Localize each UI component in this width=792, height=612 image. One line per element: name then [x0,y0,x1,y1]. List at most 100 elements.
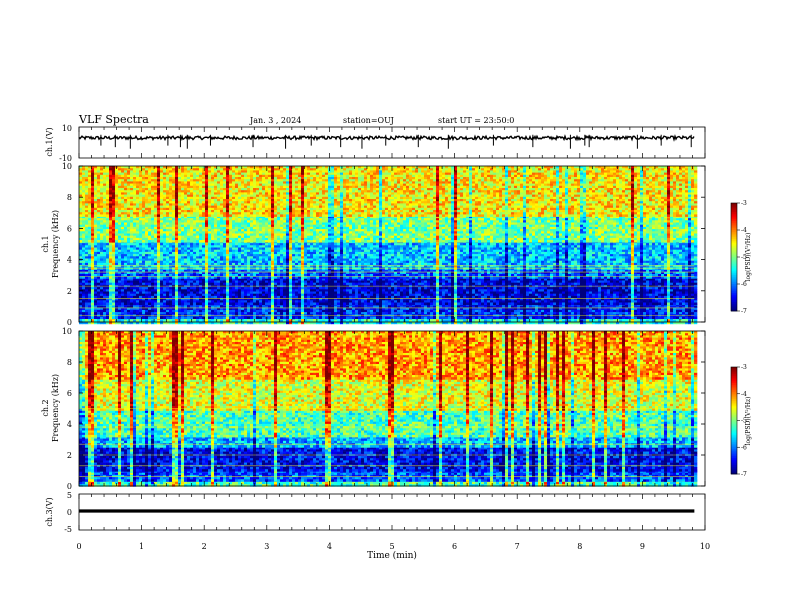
spectrogram-cell [559,300,562,303]
spectrogram-cell [646,296,649,299]
spectrogram-cell [106,300,109,303]
spectrogram-cell [562,287,565,290]
spectrogram-cell [172,303,175,306]
spectrogram-cell [100,287,103,290]
spectrogram-cell [151,270,154,273]
spectrogram-cell [127,270,130,273]
spectrogram-cell [220,306,223,309]
spectrogram-cell [109,300,112,303]
spectrogram-cell [589,292,592,295]
spectrogram-cell [439,296,442,299]
spectrogram-cell [157,300,160,303]
spectrogram-cell [589,294,592,297]
spectrogram-cell [544,287,547,290]
spectrogram-cell [388,281,391,284]
spectrogram-cell [232,292,235,295]
spectrogram-cell [271,312,274,315]
spectrogram-cell [268,283,271,286]
spectrogram-cell [544,296,547,299]
spectrogram-cell [454,312,457,315]
spectrogram-cell [262,300,265,303]
spectrogram-cell [229,287,232,290]
spectrogram-cell [610,287,613,290]
spectrogram-cell [451,300,454,303]
spectrogram-cell [178,270,181,273]
spectrogram-cell [106,294,109,297]
spectrogram-cell [436,300,439,303]
spectrogram-cell [628,270,631,273]
spectrogram-cell [142,303,145,306]
spectrogram-cell [622,312,625,315]
spectrogram-cell [364,300,367,303]
spectrogram-cell [526,312,529,315]
spectrogram-cell [406,317,409,320]
spectrogram-cell [385,310,388,313]
spectrogram-cell [406,306,409,309]
spectrogram-cell [511,306,514,309]
spectrogram-cell [94,310,97,313]
spectrogram-cell [115,300,118,303]
spectrogram-cell [235,283,238,286]
spectrogram-cell [613,289,616,292]
spectrogram-cell [142,292,145,295]
spectrogram-cell [205,300,208,303]
spectrogram-cell [685,283,688,286]
spectrogram-cell [460,292,463,295]
spectrogram-cell [562,289,565,292]
spectrogram-cell [553,300,556,303]
spectrogram-cell [628,296,631,299]
spectrogram-cell [481,287,484,290]
spectrogram-cell [328,296,331,299]
spectrogram-cell [427,294,430,297]
spectrogram-cell [379,312,382,315]
spectrogram-cell [655,270,658,273]
spectrogram-cell [232,296,235,299]
spectrogram-cell [682,281,685,284]
spectrogram-cell [367,294,370,297]
spectrogram-cell [514,287,517,290]
spectrogram-cell [364,289,367,292]
spectrogram-cell [349,281,352,284]
spectrogram-cell [346,281,349,284]
spectrogram-cell [490,306,493,309]
spectrogram-cell [199,287,202,290]
spectrogram-cell [262,287,265,290]
spectrogram-cell [454,287,457,290]
spectrogram-cell [562,283,565,286]
spectrogram-cell [310,289,313,292]
spectrogram-cell [622,310,625,313]
spectrogram-cell [520,281,523,284]
spectrogram-cell [634,296,637,299]
spectrogram-cell [577,300,580,303]
spectrogram-cell [271,300,274,303]
spectrogram-cell [229,312,232,315]
spectrogram-cell [145,303,148,306]
spectrogram-cell [187,270,190,273]
spectrogram-cell [499,317,502,320]
spectrogram-cell [208,289,211,292]
spectrogram-cell [574,300,577,303]
spectrogram-cell [589,310,592,313]
spectrogram-cell [631,300,634,303]
spectrogram-cell [610,306,613,309]
spectrogram-cell [385,287,388,290]
spectrogram-cell [490,283,493,286]
spectrogram-cell [469,306,472,309]
spectrogram-cell [301,287,304,290]
spectrogram-cell [688,281,691,284]
spectrogram-cell [448,310,451,313]
spectrogram-cell [166,296,169,299]
spectrogram-cell [172,300,175,303]
spectrogram-cell [490,292,493,295]
spectrogram-cell [175,306,178,309]
spectrogram-cell [526,287,529,290]
spectrogram-cell [580,312,583,315]
spectrogram-cell [652,306,655,309]
spectrogram-cell [688,317,691,320]
spectrogram-cell [82,317,85,320]
spectrogram-cell [433,292,436,295]
spectrogram-cell [79,270,82,273]
spectrogram-cell [592,300,595,303]
spectrogram-cell [262,281,265,284]
spectrogram-cell [640,270,643,273]
